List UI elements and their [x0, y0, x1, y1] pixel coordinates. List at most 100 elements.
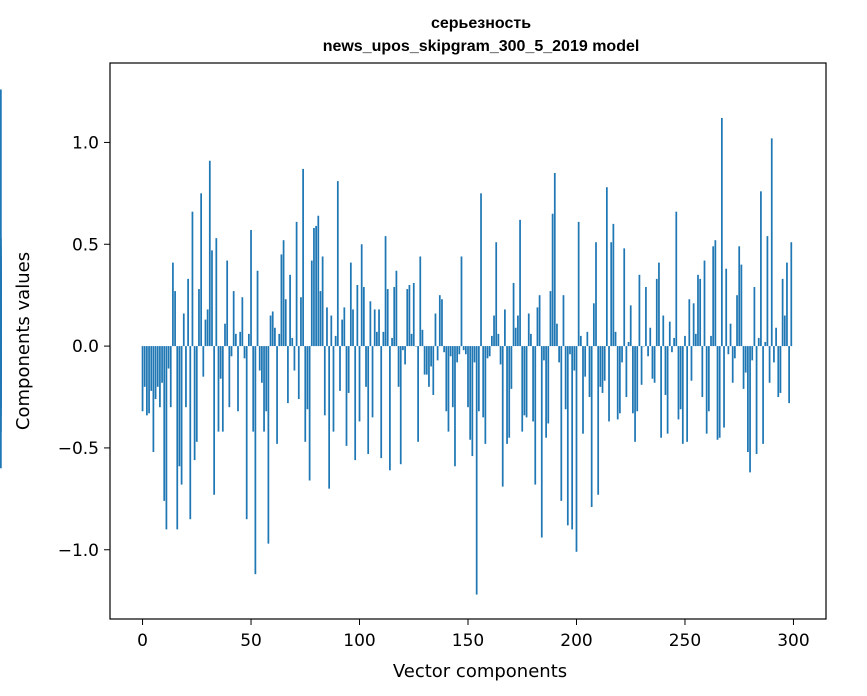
bar	[640, 346, 643, 385]
bar	[202, 346, 205, 377]
bar	[671, 346, 673, 353]
bar	[586, 331, 589, 347]
bar	[638, 274, 641, 347]
bar	[208, 160, 211, 347]
bar	[690, 346, 693, 381]
bar	[734, 346, 736, 359]
bar	[402, 346, 404, 351]
bar	[326, 307, 328, 347]
bar	[519, 219, 521, 347]
bar	[193, 346, 196, 461]
bar	[323, 346, 326, 416]
bar	[664, 346, 667, 395]
bar	[185, 346, 187, 408]
bar	[603, 346, 606, 381]
bar	[284, 299, 287, 347]
bar	[265, 346, 268, 412]
bar	[178, 346, 181, 467]
bar	[720, 117, 723, 347]
x-tick-label: 100	[343, 631, 375, 651]
bar	[371, 346, 374, 418]
bar	[775, 327, 777, 347]
bar	[755, 346, 758, 455]
bar	[347, 346, 350, 393]
bar	[232, 291, 235, 347]
bar	[406, 289, 409, 347]
bar	[497, 333, 500, 347]
bar	[263, 346, 265, 432]
bar	[517, 315, 519, 347]
bar	[725, 268, 728, 347]
bar	[783, 315, 786, 347]
bar	[584, 346, 587, 377]
bar	[673, 337, 675, 347]
bar	[150, 346, 153, 391]
bar	[504, 309, 506, 347]
bar	[779, 346, 782, 393]
bar	[0, 329, 2, 347]
bar	[558, 346, 560, 363]
bar	[224, 323, 226, 347]
bar	[456, 346, 459, 363]
bar	[393, 287, 396, 347]
bar	[0, 89, 2, 347]
bar	[198, 289, 200, 347]
bar	[612, 223, 615, 347]
bar	[378, 309, 380, 347]
bar	[195, 346, 198, 442]
bar	[553, 172, 556, 347]
bar	[206, 309, 209, 347]
bar	[287, 346, 289, 404]
bar	[573, 346, 576, 371]
bar	[380, 346, 383, 459]
bar	[530, 333, 532, 347]
bar	[751, 346, 754, 361]
bar	[300, 297, 302, 347]
bar	[163, 346, 166, 501]
bar	[341, 319, 344, 347]
bar	[773, 346, 775, 363]
bar	[365, 346, 367, 387]
bar	[764, 342, 767, 347]
bar	[608, 346, 610, 422]
y-tick-label: 1.0	[72, 133, 99, 153]
bar	[707, 346, 710, 412]
bar	[662, 315, 665, 347]
bar	[716, 346, 719, 440]
bar	[176, 346, 179, 530]
bar	[339, 346, 341, 391]
bar	[738, 246, 741, 347]
bar	[332, 346, 335, 432]
bar	[458, 346, 461, 355]
bar	[484, 346, 487, 444]
bar	[219, 346, 222, 379]
bar	[449, 346, 452, 357]
bar	[514, 327, 517, 347]
bar	[354, 346, 357, 461]
bar	[399, 346, 402, 465]
bar	[189, 346, 192, 520]
bar	[204, 319, 207, 347]
bar	[152, 346, 155, 452]
bar	[159, 346, 161, 408]
bar	[469, 346, 472, 440]
bar	[757, 337, 760, 347]
bar	[258, 346, 261, 371]
bar	[692, 303, 695, 347]
bar	[547, 346, 550, 424]
bar	[543, 346, 545, 361]
bar	[601, 346, 604, 393]
bar	[595, 242, 597, 347]
bar	[718, 346, 721, 438]
bar	[536, 307, 539, 347]
bar	[289, 274, 291, 347]
x-axis-label: Vector components	[393, 661, 567, 682]
bar	[356, 284, 359, 347]
bar	[790, 242, 793, 347]
bar	[549, 291, 552, 347]
bar	[267, 346, 270, 544]
bar	[438, 295, 441, 347]
bar	[349, 262, 352, 347]
bar	[636, 346, 639, 412]
bar	[430, 346, 432, 367]
